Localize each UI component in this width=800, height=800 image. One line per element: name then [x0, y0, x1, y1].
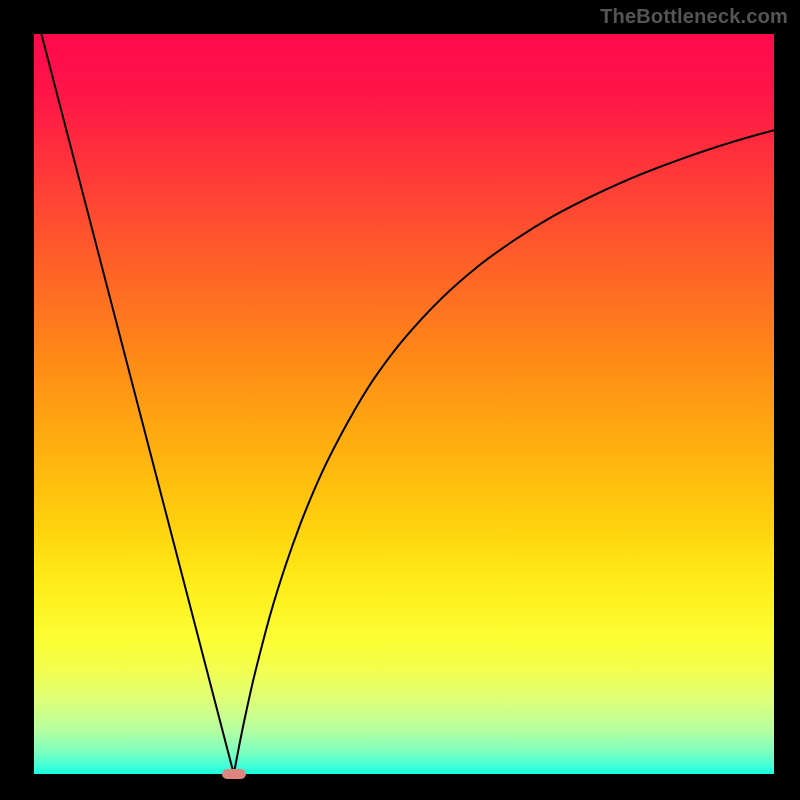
watermark-label: TheBottleneck.com [600, 6, 788, 29]
chart-plot-area [34, 34, 774, 774]
chart-minimum-marker [222, 769, 246, 779]
chart-curve-overlay [34, 34, 774, 774]
chart-container: TheBottleneck.com [0, 0, 800, 800]
